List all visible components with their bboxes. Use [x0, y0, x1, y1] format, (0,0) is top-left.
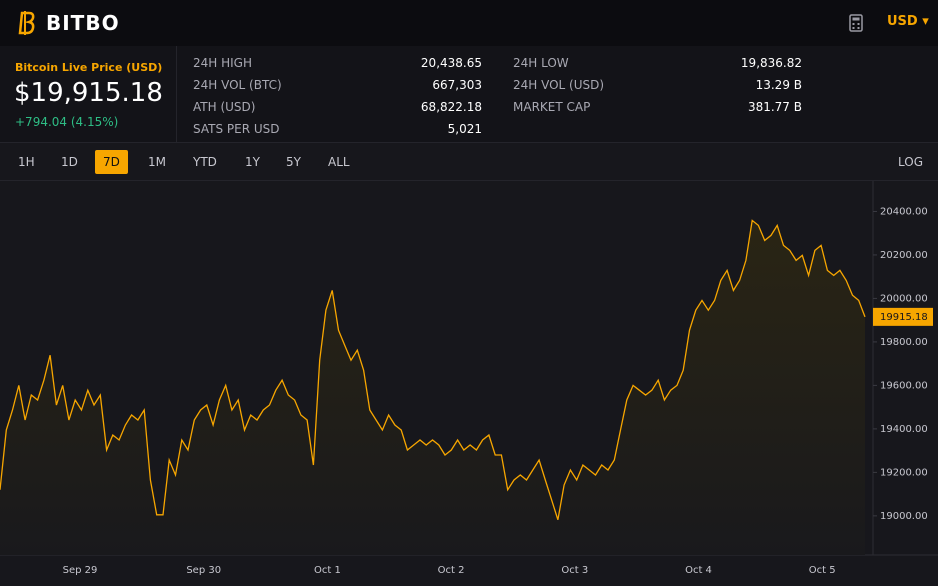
price-label: Bitcoin Live Price (USD): [15, 61, 163, 74]
range-button[interactable]: 1D: [61, 155, 78, 169]
current-price-label: 19915.18: [880, 312, 928, 323]
y-tick-label: 20000.00: [880, 293, 928, 304]
y-tick-label: 20200.00: [880, 250, 928, 261]
header: BITBO USD ▾: [0, 0, 938, 46]
x-tick-label: Oct 5: [809, 565, 836, 576]
stat-value: 381.77 B: [747, 100, 802, 114]
price-value: $19,915.18: [14, 78, 163, 108]
brand[interactable]: BITBO: [46, 11, 120, 35]
x-tick-label: Oct 3: [561, 565, 588, 576]
stat-label: MARKET CAP: [513, 100, 591, 114]
x-tick-label: Sep 30: [186, 565, 221, 576]
stat-value: 68,822.18: [420, 100, 482, 114]
stat-value: 13.29 B: [755, 78, 802, 92]
stat-value: 5,021: [447, 122, 482, 136]
separator: [176, 46, 177, 142]
currency-select[interactable]: USD ▾: [887, 14, 929, 29]
price-change: +794.04 (4.15%): [15, 115, 119, 129]
logo: [18, 11, 35, 35]
x-tick-label: Oct 4: [685, 565, 712, 576]
stat-label: 24H VOL (BTC): [193, 78, 282, 92]
price-area: [0, 220, 865, 555]
stat-value: 667,303: [432, 78, 482, 92]
stat-label: 24H LOW: [513, 56, 569, 70]
range-button[interactable]: ALL: [328, 155, 350, 169]
current-price-tag: [873, 307, 933, 326]
log-button[interactable]: LOG: [898, 155, 924, 169]
calculator-icon[interactable]: [849, 14, 863, 32]
range-button[interactable]: 5Y: [286, 155, 301, 169]
stat-value: 20,438.65: [420, 56, 482, 70]
range-button[interactable]: 1Y: [245, 155, 260, 169]
y-tick-label: 19200.00: [880, 467, 928, 478]
y-tick-label: 20400.00: [880, 206, 928, 217]
stat-label: 24H VOL (USD): [513, 78, 605, 92]
range-button[interactable]: YTD: [193, 155, 217, 169]
range-button[interactable]: 7D: [95, 150, 128, 174]
y-tick-label: 19800.00: [880, 337, 928, 348]
x-tick-label: Oct 2: [438, 565, 465, 576]
stat-value: 19,836.82: [740, 56, 802, 70]
stats-panel: Bitcoin Live Price (USD) $19,915.18 +794…: [0, 46, 938, 143]
y-tick-label: 19000.00: [880, 511, 928, 522]
y-tick-label: 19600.00: [880, 380, 928, 391]
stat-label: ATH (USD): [193, 100, 256, 114]
y-tick-label: 19400.00: [880, 424, 928, 435]
range-bar: 1H 1D 7D 1M YTD 1Y 5Y ALL LOG: [0, 143, 938, 181]
stat-label: 24H HIGH: [193, 56, 252, 70]
price-chart: 19000.00 19200.00 19400.00 19600.00 19800.00…: [0, 181, 938, 576]
x-tick-label: Sep 29: [63, 565, 98, 576]
stat-label: SATS PER USD: [193, 122, 280, 136]
currency: USD: [887, 14, 918, 29]
range-button[interactable]: 1H: [18, 155, 35, 169]
price-line: [0, 219, 866, 520]
x-tick-label: Oct 1: [314, 565, 341, 576]
range-button[interactable]: 1M: [148, 155, 166, 169]
